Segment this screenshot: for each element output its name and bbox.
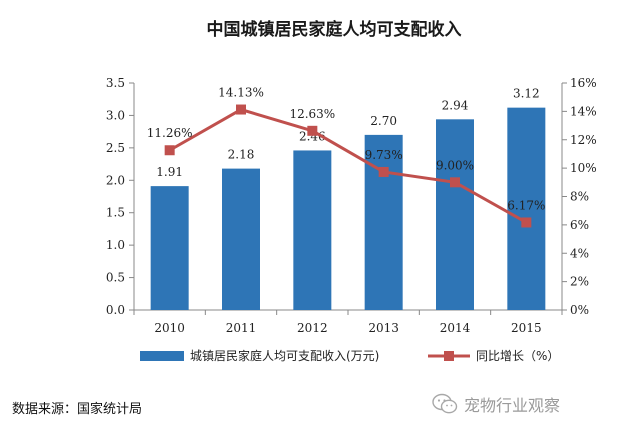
line-point — [521, 217, 532, 228]
line-point — [236, 104, 246, 115]
line-point — [378, 166, 389, 177]
line-value-label: 14.13% — [218, 86, 264, 100]
y-right-tick-label: 4% — [570, 246, 589, 260]
legend-marker-line — [444, 351, 454, 361]
y-right-tick-label: 14% — [570, 104, 597, 118]
x-tick-label: 2015 — [511, 321, 542, 335]
watermark-text: 宠物行业观察 — [464, 396, 561, 415]
y-left-tick-label: 2.0 — [106, 173, 125, 187]
y-left-tick-label: 1.0 — [106, 238, 125, 252]
line-value-label: 11.26% — [147, 126, 193, 140]
x-tick-label: 2010 — [154, 321, 185, 335]
axes: 0.0 0.5 1.0 1.5 2.0 2.5 3.0 3.5 0% 2% 4% 6% 8% 10% 12%… — [106, 76, 597, 335]
bar — [507, 107, 546, 310]
y-right-tick-label: 10% — [570, 161, 597, 175]
y-left-tick-label: 0.5 — [106, 271, 125, 285]
growth-line — [168, 107, 528, 224]
y-left-tick-label: 3.5 — [106, 76, 125, 90]
y-left-tick-label: 2.5 — [106, 141, 125, 155]
y-right-tick-label: 12% — [570, 133, 597, 147]
legend-swatch-bar — [140, 351, 184, 361]
bar — [222, 168, 260, 310]
legend-label-line: 同比增长（%） — [476, 349, 559, 363]
bar-series: 1.912.182.462.702.943.12 — [150, 87, 546, 310]
source-note: 数据来源：国家统计局 — [12, 402, 143, 417]
x-tick-label: 2011 — [226, 321, 257, 335]
bar-value-label: 2.18 — [228, 148, 255, 162]
line-value-label: 12.63% — [289, 107, 335, 121]
x-tick-label: 2012 — [297, 321, 328, 335]
line-value-label: 9.73% — [365, 148, 403, 162]
bar — [293, 150, 332, 310]
y-right-tick-label: 6% — [570, 218, 589, 232]
bar-value-label: 3.12 — [513, 87, 540, 101]
line-point — [307, 125, 318, 136]
x-tick-label: 2014 — [440, 321, 471, 335]
y-right-tick-label: 2% — [570, 275, 589, 289]
y-left-tick-label: 1.5 — [106, 206, 125, 220]
y-right-tick-label: 0% — [570, 303, 589, 317]
line-series: 11.26% 14.13% 12.63% 9.73% 9.00% 6.17% — [147, 86, 545, 228]
bar-value-label: 2.70 — [370, 114, 397, 128]
x-tick-label: 2013 — [368, 321, 399, 335]
y-left-tick-label: 0.0 — [106, 303, 125, 317]
y-right-tick-label: 8% — [570, 190, 589, 204]
chart-title: 中国城镇居民家庭人均可支配收入 — [207, 19, 462, 40]
bar-value-label: 1.91 — [156, 165, 183, 179]
line-value-label: 6.17% — [507, 198, 545, 212]
line-point — [450, 177, 460, 188]
legend: 城镇居民家庭人均可支配收入(万元) 同比增长（%） — [140, 348, 559, 363]
wechat-icon — [432, 393, 458, 414]
line-value-label: 9.00% — [436, 158, 474, 172]
legend-label-bar: 城镇居民家庭人均可支配收入(万元) — [190, 348, 379, 363]
bar — [436, 119, 474, 310]
bar-value-label: 2.94 — [442, 98, 469, 112]
y-right-tick-label: 16% — [570, 76, 597, 90]
y-left-tick-label: 3.0 — [106, 108, 125, 122]
bar — [150, 186, 189, 310]
watermark: 宠物行业观察 — [432, 392, 560, 416]
line-point — [164, 145, 175, 156]
